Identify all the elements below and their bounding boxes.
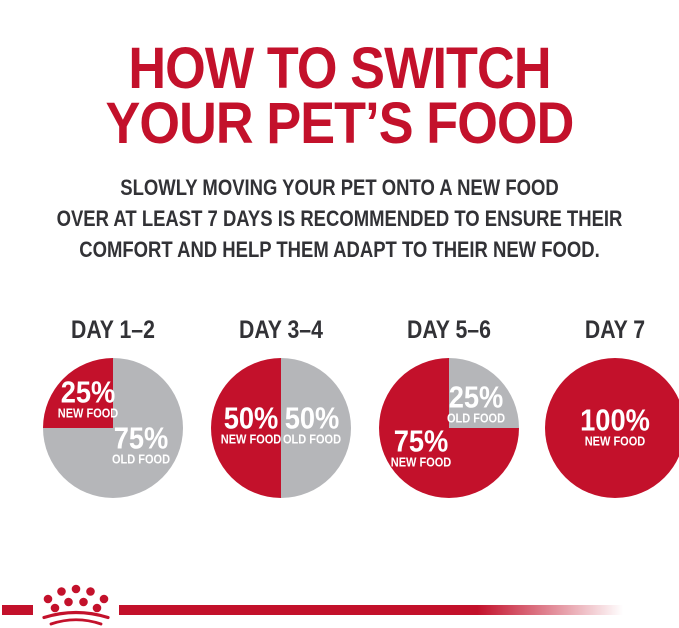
pie-chart-day-1-2: 25% NEW FOOD 75% OLD FOOD [43,358,183,498]
day-5-6-old-food-label: 25% OLD FOOD [447,379,506,426]
day-1-2-column: DAY 1–2 25% NEW FOOD 75% OLD FOOD [38,316,188,498]
day-1-2-new-food-label: 25% NEW FOOD [57,374,119,421]
royal-canin-crown-logo-icon [42,584,110,626]
pie-chart-day-7: 100% NEW FOOD [545,358,679,498]
new-food-caption: NEW FOOD [584,434,646,449]
old-food-percent: 50% [284,400,340,435]
old-food-percent: 75% [113,420,169,456]
new-food-caption: NEW FOOD [57,406,119,421]
pie-chart-day-3-4: 50% NEW FOOD 50% OLD FOOD [211,358,351,498]
day-5-6-heading: DAY 5–6 [407,316,491,344]
intro-line-2: OVER AT LEAST 7 DAYS IS RECOMMENDED TO E… [56,206,623,231]
pie-chart-day-5-6: 25% OLD FOOD 75% NEW FOOD [379,358,519,498]
day-3-4-new-food-label: 50% NEW FOOD [220,400,282,446]
new-food-percent: 100% [580,402,650,438]
new-food-percent: 25% [60,374,116,410]
old-food-caption: OLD FOOD [447,411,506,426]
day-3-4-old-food-label: 50% OLD FOOD [282,400,341,446]
intro-line-1: SLOWLY MOVING YOUR PET ONTO A NEW FOOD [120,175,559,200]
day-5-6-column: DAY 5–6 25% OLD FOOD 75% NEW FOOD [374,316,524,498]
new-food-percent: 75% [393,423,449,459]
intro-line-3: COMFORT AND HELP THEM ADAPT TO THEIR NEW… [79,237,600,262]
intro-text: SLOWLY MOVING YOUR PET ONTO A NEW FOOD O… [0,172,679,265]
page-title: HOW TO SWITCH YOUR PET’S FOOD [0,35,679,156]
day-7-column: DAY 7 100% NEW FOOD [540,316,679,498]
footer-red-stripe-right-fading [119,605,679,615]
old-food-percent: 25% [448,379,504,415]
new-food-caption: NEW FOOD [220,432,282,446]
day-7-heading: DAY 7 [584,316,646,344]
footer-red-stripe-left [2,605,33,615]
old-food-caption: OLD FOOD [111,452,171,467]
day-1-2-heading: DAY 1–2 [71,316,155,344]
day-5-6-new-food-label: 75% NEW FOOD [390,423,452,470]
new-food-percent: 50% [223,400,279,435]
old-food-caption: OLD FOOD [282,432,341,446]
title-line-1: HOW TO SWITCH [128,35,551,101]
day-7-new-food-label: 100% NEW FOOD [580,402,650,449]
title-line-2: YOUR PET’S FOOD [105,90,575,156]
day-3-4-column: DAY 3–4 50% NEW FOOD 50% OLD FOOD [206,316,356,498]
day-3-4-heading: DAY 3–4 [239,316,323,344]
new-food-caption: NEW FOOD [390,455,452,470]
day-1-2-old-food-label: 75% OLD FOOD [111,420,171,467]
